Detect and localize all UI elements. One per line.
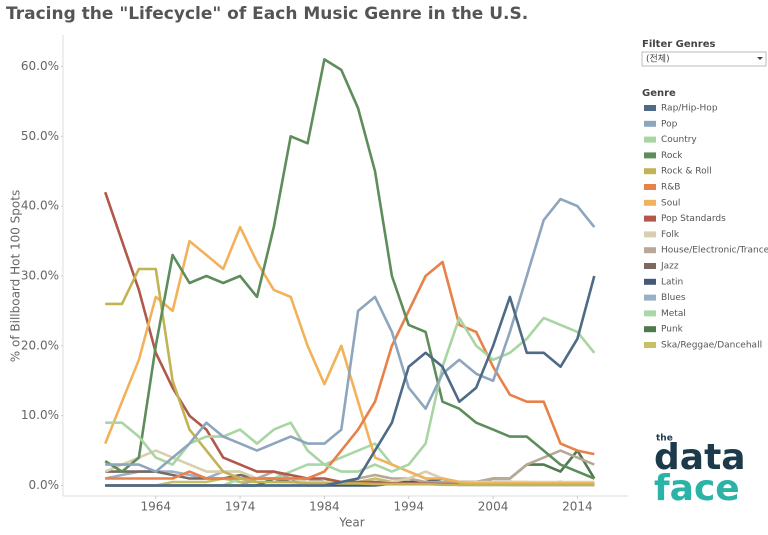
legend-label: Pop Standards bbox=[661, 214, 726, 224]
logo-text: the bbox=[656, 434, 673, 444]
y-tick-label: 60.0% bbox=[21, 59, 59, 73]
line-series bbox=[105, 275, 596, 487]
x-tick-label: 1974 bbox=[225, 500, 256, 514]
x-axis-label: Year bbox=[338, 516, 364, 530]
legend-label: Country bbox=[661, 135, 697, 145]
x-tick-label: 2014 bbox=[562, 500, 593, 514]
y-tick-label: 40.0% bbox=[21, 199, 59, 213]
legend-label: Folk bbox=[661, 230, 680, 240]
legend-label: Jazz bbox=[660, 262, 679, 272]
legend-title: Genre bbox=[642, 88, 676, 99]
x-tick-label: 2004 bbox=[478, 500, 509, 514]
y-tick-label: 50.0% bbox=[21, 129, 59, 143]
line-series bbox=[105, 197, 596, 473]
dropdown-arrow[interactable] bbox=[757, 57, 763, 60]
y-tick-label: 30.0% bbox=[21, 268, 59, 282]
x-tick-label: 1994 bbox=[393, 500, 424, 514]
legend-label: Punk bbox=[661, 325, 684, 335]
y-tick-label: 0.0% bbox=[29, 478, 60, 492]
line-series bbox=[105, 267, 595, 487]
legend-label: Soul bbox=[661, 198, 680, 208]
line-series bbox=[104, 58, 595, 480]
filter-dropdown[interactable] bbox=[641, 51, 767, 67]
legend-label: Rock bbox=[661, 151, 683, 161]
x-tick-label: 1964 bbox=[140, 500, 171, 514]
legend-label: R&B bbox=[661, 183, 680, 193]
legend-label: Pop bbox=[661, 119, 678, 129]
y-tick-label: 10.0% bbox=[21, 408, 59, 422]
filter-value[interactable]: (전체) bbox=[646, 54, 670, 65]
y-axis-label: % of Billboard Hot 100 Spots bbox=[9, 190, 23, 362]
y-tick-label: 20.0% bbox=[21, 338, 59, 352]
line-series bbox=[105, 260, 595, 480]
legend-label: Ska/Reggae/Dancehall bbox=[661, 341, 762, 351]
legend-label: Blues bbox=[661, 293, 686, 303]
legend-label: Latin bbox=[661, 277, 683, 287]
filter-label: Filter Genres bbox=[642, 39, 715, 50]
legend-label: Rap/Hip-Hop bbox=[661, 104, 718, 114]
logo-text: face bbox=[654, 468, 740, 509]
legend-label: Rock & Roll bbox=[661, 167, 712, 177]
logo-text: data bbox=[654, 437, 746, 478]
x-tick-label: 1984 bbox=[309, 500, 340, 514]
legend-label: Metal bbox=[661, 309, 686, 319]
chart-title: Tracing the "Lifecycle" of Each Music Ge… bbox=[6, 4, 528, 24]
legend-label: House/Electronic/Trance bbox=[661, 246, 768, 256]
